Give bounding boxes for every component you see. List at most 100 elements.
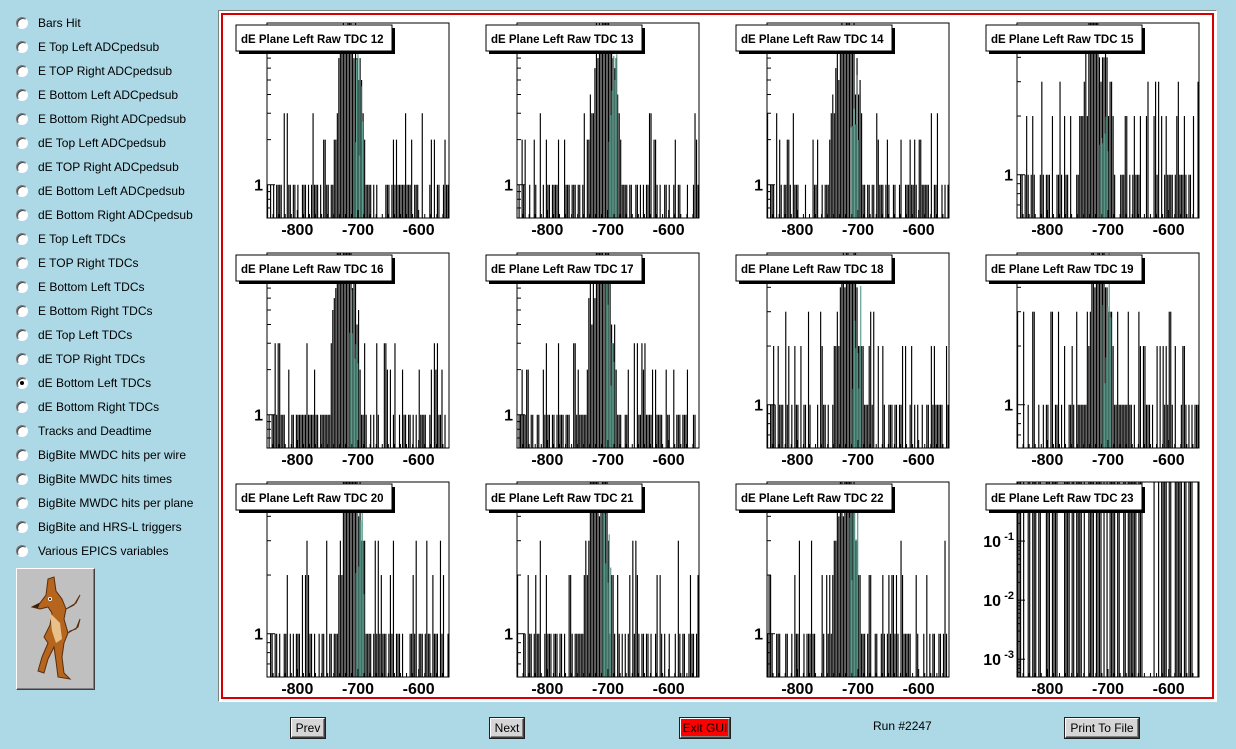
sidebar-option[interactable]: dE Bottom Left TDCs [16, 373, 151, 393]
histogram-bar [1095, 268, 1098, 448]
sidebar-option[interactable]: E Bottom Right ADCpedsub [16, 109, 186, 129]
histogram-bar [298, 414, 300, 448]
histogram-bar [927, 404, 929, 448]
histogram-bar [579, 414, 581, 448]
sidebar-option[interactable]: E Bottom Right TDCs [16, 301, 152, 321]
radio-unchecked-icon[interactable] [16, 137, 28, 149]
histogram-bar [935, 184, 937, 218]
histogram-bar [1126, 116, 1128, 218]
radio-unchecked-icon[interactable] [16, 233, 28, 245]
histogram-bar [321, 414, 323, 448]
histogram-bar [323, 414, 325, 448]
plot-title: dE Plane Left Raw TDC 12 [241, 34, 384, 46]
histogram-bar [1183, 482, 1185, 677]
radio-unchecked-icon[interactable] [16, 65, 28, 77]
histogram-bar [847, 482, 849, 677]
histogram-bar [556, 184, 558, 218]
histogram-bar [1106, 287, 1108, 448]
print-to-file-button[interactable]: Print To File [1065, 718, 1139, 738]
title-background [985, 254, 1143, 282]
histogram-bar [795, 633, 797, 677]
histogram-bar [915, 184, 917, 218]
sidebar-option[interactable]: BigBite and HRS-L triggers [16, 517, 182, 537]
radio-unchecked-icon[interactable] [16, 329, 28, 341]
sidebar-option[interactable]: dE TOP Right ADCpedsub [16, 157, 179, 177]
radio-unchecked-icon[interactable] [16, 209, 28, 221]
histogram-bar [779, 404, 781, 448]
sidebar-option[interactable]: dE Bottom Left ADCpedsub [16, 181, 185, 201]
radio-checked-icon[interactable] [16, 377, 28, 389]
x-tick-label: -600 [403, 452, 435, 469]
radio-unchecked-icon[interactable] [16, 257, 28, 269]
histogram-bar [617, 414, 619, 448]
histogram-bar [1108, 311, 1110, 448]
histogram-bar [683, 414, 685, 448]
radio-unchecked-icon[interactable] [16, 545, 28, 557]
histogram-bar [868, 346, 870, 448]
sidebar-option-label: dE Top Left TDCs [38, 328, 133, 342]
sidebar-option[interactable]: dE Bottom Right TDCs [16, 397, 159, 417]
sidebar-option[interactable]: E TOP Right TDCs [16, 253, 138, 273]
histogram-bar [1148, 404, 1151, 448]
histogram-bar [533, 139, 535, 218]
sidebar-option[interactable]: Bars Hit [16, 13, 81, 33]
histogram-bar [1038, 482, 1040, 677]
prev-button[interactable]: Prev [291, 718, 325, 738]
sidebar-option[interactable]: dE Top Left TDCs [16, 325, 132, 345]
next-button[interactable]: Next [490, 718, 524, 738]
histogram-bar [838, 346, 840, 448]
sidebar-option[interactable]: E Top Left TDCs [16, 229, 126, 249]
logo-button[interactable] [16, 568, 95, 690]
radio-unchecked-icon[interactable] [16, 41, 28, 53]
histogram-bar [430, 369, 432, 448]
radio-unchecked-icon[interactable] [16, 449, 28, 461]
radio-unchecked-icon[interactable] [16, 473, 28, 485]
radio-unchecked-icon[interactable] [16, 497, 28, 509]
sidebar-option-label: E Top Left TDCs [38, 232, 126, 246]
sidebar-option[interactable]: Various EPICS variables [16, 541, 169, 561]
sidebar-option[interactable]: BigBite MWDC hits per plane [16, 493, 193, 513]
exit-gui-button[interactable]: Exit GUI [680, 718, 730, 738]
sidebar-option[interactable]: E TOP Right ADCpedsub [16, 61, 172, 81]
sidebar-option[interactable]: E Bottom Left TDCs [16, 277, 144, 297]
histogram-bar [823, 633, 825, 677]
histogram-bar [604, 253, 607, 448]
radio-unchecked-icon[interactable] [16, 281, 28, 293]
radio-unchecked-icon[interactable] [16, 185, 28, 197]
histogram-bar [882, 184, 884, 218]
sidebar-option[interactable]: E Top Left ADCpedsub [16, 37, 159, 57]
radio-unchecked-icon[interactable] [16, 89, 28, 101]
histogram-bar [862, 184, 864, 218]
histogram-bar [418, 369, 420, 448]
sidebar-option[interactable]: dE Top Left ADCpedsub [16, 133, 166, 153]
sidebar-option[interactable]: Tracks and Deadtime [16, 421, 152, 441]
sidebar-option[interactable]: dE TOP Right TDCs [16, 349, 145, 369]
histogram-bar [683, 633, 685, 677]
histogram-bar-secondary [853, 108, 855, 218]
sidebar-option[interactable]: dE Bottom Right ADCpedsub [16, 205, 193, 225]
radio-unchecked-icon[interactable] [16, 521, 28, 533]
radio-unchecked-icon[interactable] [16, 425, 28, 437]
sidebar-option[interactable]: BigBite MWDC hits times [16, 469, 172, 489]
histogram-bar [567, 414, 569, 448]
histogram-bar [533, 633, 535, 677]
sidebar-option[interactable]: BigBite MWDC hits per wire [16, 445, 186, 465]
radio-unchecked-icon[interactable] [16, 353, 28, 365]
histogram-bar [291, 414, 293, 448]
histogram-bar-secondary [361, 121, 364, 218]
histogram-bar [523, 184, 525, 218]
histogram-bar [848, 268, 851, 448]
histogram-bar [535, 575, 537, 677]
sidebar-option[interactable]: E Bottom Left ADCpedsub [16, 85, 178, 105]
histogram-bar [838, 516, 840, 677]
radio-unchecked-icon[interactable] [16, 161, 28, 173]
radio-unchecked-icon[interactable] [16, 401, 28, 413]
radio-unchecked-icon[interactable] [16, 113, 28, 125]
radio-unchecked-icon[interactable] [16, 305, 28, 317]
histogram-bar [415, 414, 417, 448]
histogram-bar [930, 113, 932, 218]
radio-unchecked-icon[interactable] [16, 17, 28, 29]
histogram-bar [783, 184, 785, 218]
histogram-canvas[interactable]: -800 -700 -600 1 dE Plane Left Raw TDC 12 -80… [221, 13, 1214, 699]
histogram-bar [1123, 404, 1125, 448]
